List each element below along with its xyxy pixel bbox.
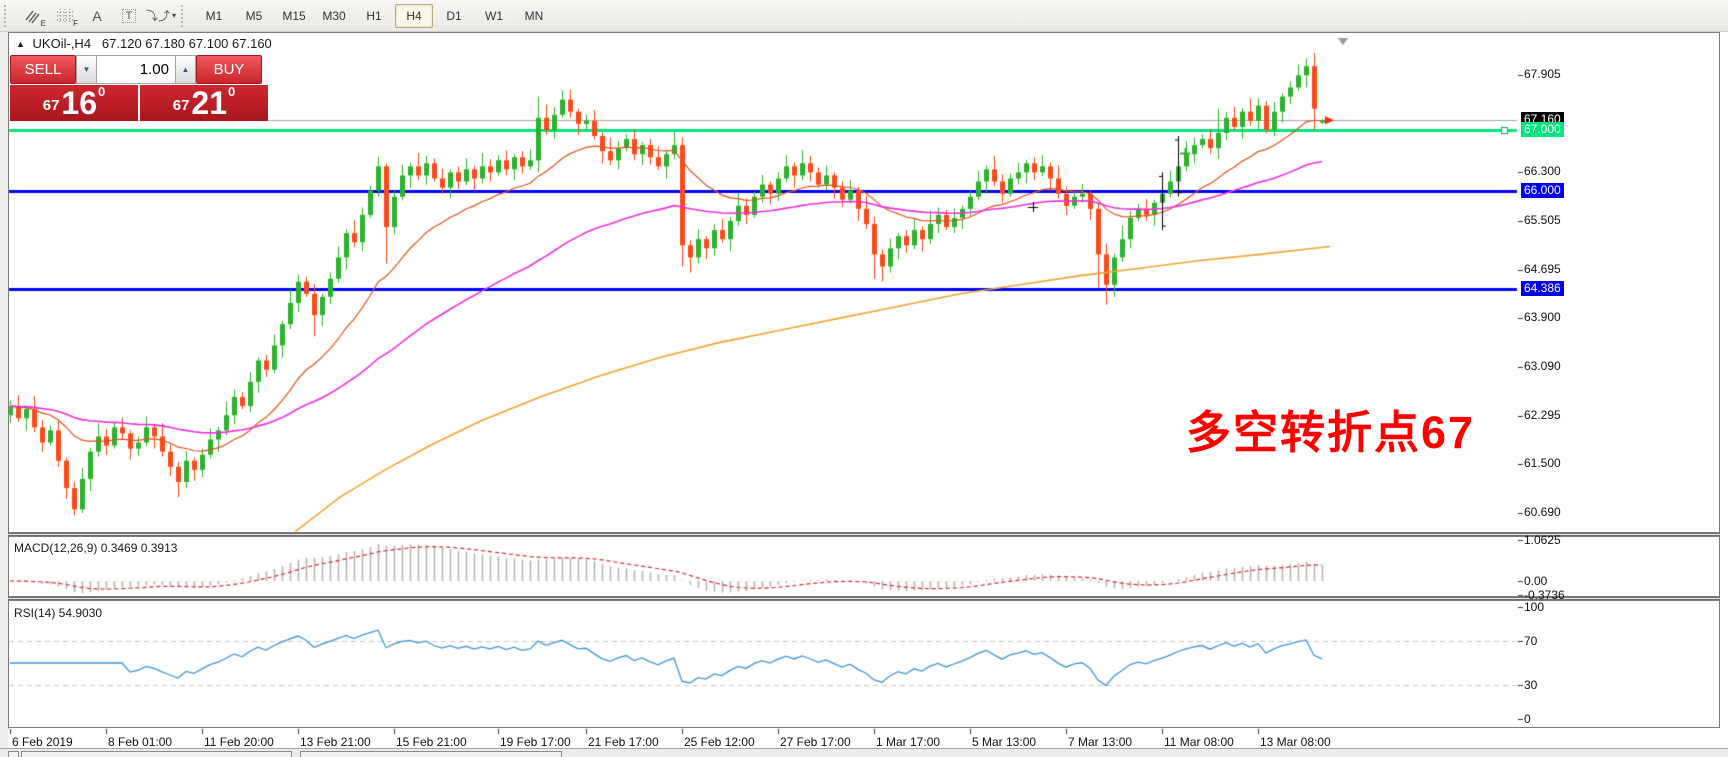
- buy-button[interactable]: BUY: [196, 55, 262, 84]
- sell-price-point: 0: [98, 84, 106, 99]
- price-badge-64.386: 64.386: [1521, 280, 1564, 296]
- rsi-axis-tick: 30: [1524, 678, 1538, 693]
- rsi-axis-tick: 70: [1524, 633, 1538, 648]
- price-axis-tick: 64.695: [1524, 261, 1561, 276]
- price-axis-tick: 63.090: [1524, 359, 1561, 374]
- sell-price-major: 67: [42, 97, 60, 114]
- one-click-trade-panel: SELL ▼ ▲ BUY 67 16 0 67 21 0: [10, 55, 268, 121]
- buy-price-display[interactable]: 67 21 0: [140, 85, 268, 121]
- price-axis-tick: 66.300: [1524, 164, 1561, 179]
- chart-title: ▲ UKOil-,H4 67.120 67.180 67.100 67.160: [16, 36, 272, 51]
- volume-decrease-button[interactable]: ▼: [76, 55, 97, 84]
- macd-axis-tick: -0.3736: [1524, 588, 1565, 603]
- time-axis-label: 25 Feb 12:00: [684, 735, 755, 749]
- time-axis-label: 13 Feb 21:00: [300, 735, 371, 749]
- time-axis-label: 13 Mar 08:00: [1260, 735, 1331, 749]
- time-axis-label: 6 Feb 2019: [12, 735, 73, 749]
- ohlc-readout: 67.120 67.180 67.100 67.160: [101, 36, 272, 51]
- volume-input[interactable]: [97, 55, 175, 84]
- time-axis-label: 1 Mar 17:00: [876, 735, 941, 749]
- rsi-label: RSI(14) 54.9030: [14, 606, 103, 620]
- price-axis-tick: 65.505: [1524, 212, 1561, 227]
- rsi-axis-tick: 0: [1524, 712, 1531, 726]
- buy-price-point: 0: [228, 84, 236, 99]
- chart-annotation-text: 多空转折点67: [1186, 407, 1476, 458]
- time-axis-label: 11 Feb 20:00: [204, 735, 274, 749]
- price-axis-tick: 60.690: [1524, 504, 1561, 519]
- time-axis-label: 7 Mar 13:00: [1068, 735, 1133, 749]
- time-axis-label: 19 Feb 17:00: [500, 735, 571, 749]
- macd-axis-tick: 0.00: [1524, 574, 1548, 588]
- time-axis-label: 27 Feb 17:00: [780, 735, 851, 749]
- time-axis-label: 21 Feb 17:00: [588, 735, 659, 749]
- time-axis-label: 5 Mar 13:00: [972, 735, 1037, 749]
- price-badge-66.000: 66.000: [1521, 182, 1564, 198]
- price-badge-67.000: 67.000: [1521, 121, 1564, 137]
- macd-label: MACD(12,26,9) 0.3469 0.3913: [14, 541, 178, 555]
- sell-price-display[interactable]: 67 16 0: [10, 85, 138, 121]
- buy-price-major: 67: [172, 97, 190, 114]
- rsi-axis-tick: 100: [1524, 600, 1545, 614]
- time-axis-label: 11 Mar 08:00: [1164, 735, 1234, 749]
- time-axis-label: 8 Feb 01:00: [108, 735, 173, 749]
- symbol-name: UKOil-,H4: [32, 36, 92, 51]
- sell-button[interactable]: SELL: [10, 55, 76, 84]
- price-axis-tick: 63.900: [1524, 310, 1561, 325]
- time-axis-label: 15 Feb 21:00: [396, 735, 467, 749]
- price-axis-tick: 61.500: [1524, 455, 1561, 470]
- price-axis-tick: 67.905: [1524, 67, 1561, 81]
- price-axis-tick: 62.295: [1524, 407, 1561, 422]
- collapse-triangle-icon[interactable]: ▲: [16, 39, 25, 49]
- buy-price-pips: 21: [191, 85, 228, 121]
- macd-axis-tick: 1.0625: [1524, 532, 1561, 547]
- volume-increase-button[interactable]: ▲: [175, 55, 196, 84]
- sell-price-pips: 16: [61, 85, 98, 121]
